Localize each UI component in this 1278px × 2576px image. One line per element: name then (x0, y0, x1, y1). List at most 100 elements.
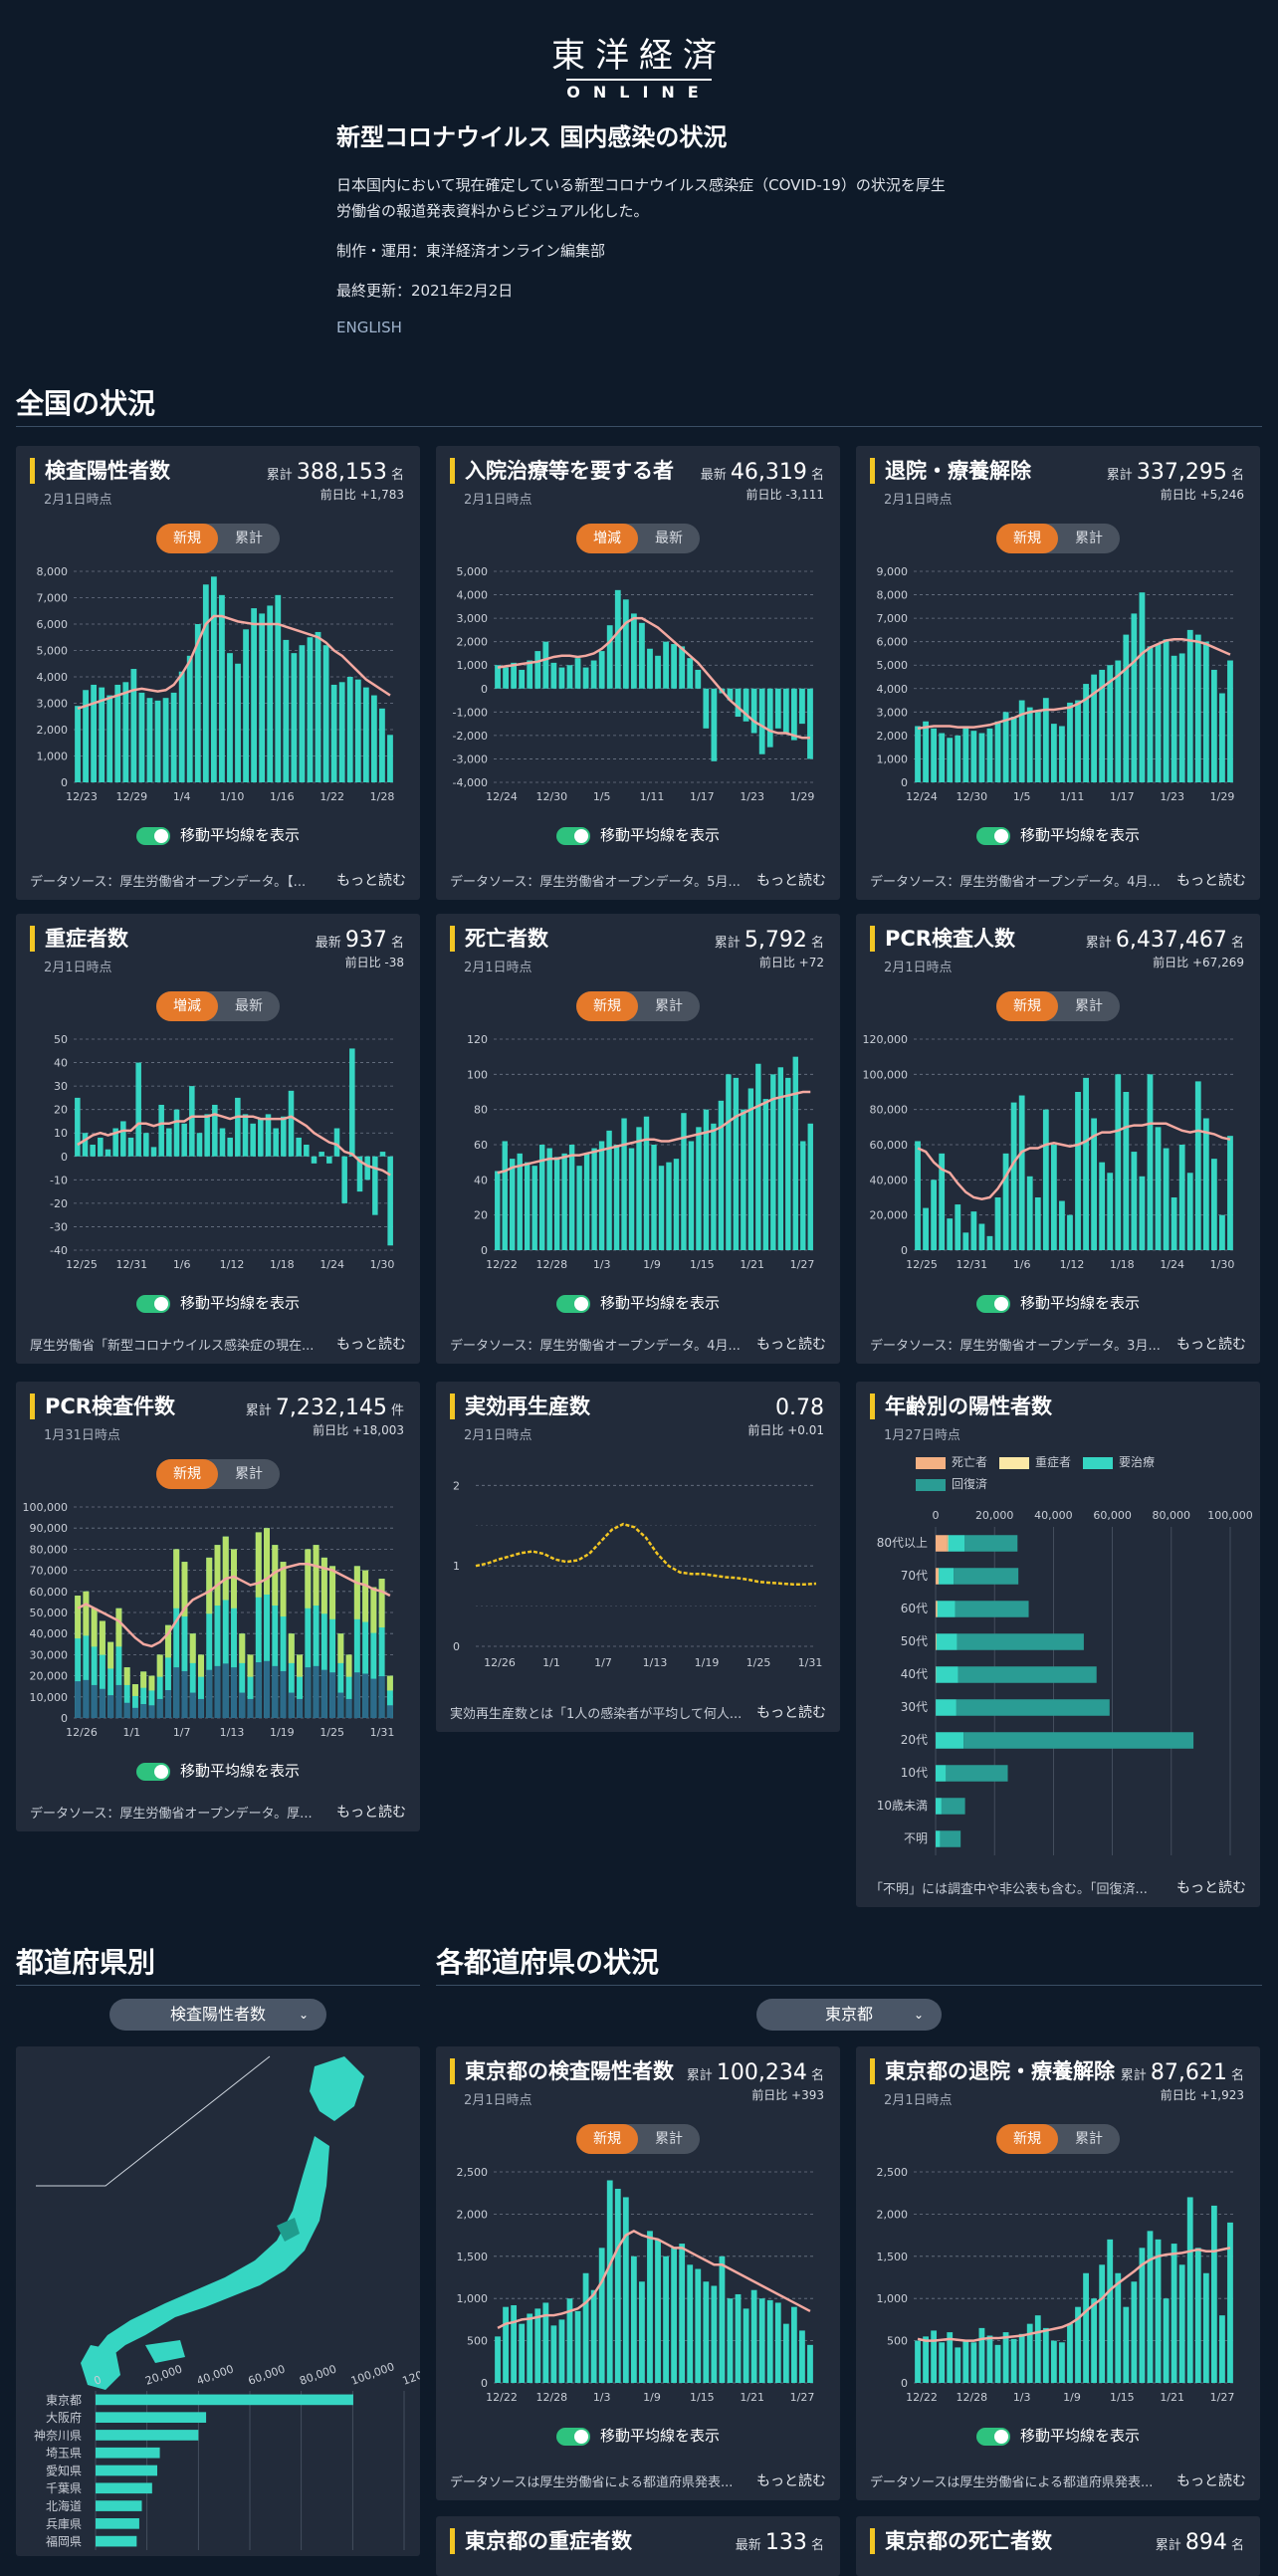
read-more-link[interactable]: もっと読む (336, 1334, 406, 1354)
mode-toggle-option[interactable]: 累計 (218, 524, 280, 553)
mode-toggle-option[interactable]: 最新 (218, 991, 280, 1021)
mode-toggle[interactable]: 新規累計 (996, 2124, 1120, 2154)
card-total: 累計 87,621 名 (1121, 2060, 1244, 2085)
moving-average-toggle[interactable]: 移動平均線を表示 (16, 1760, 420, 1781)
card-diff: 前日比 +72 (759, 954, 824, 970)
mode-toggle-option[interactable]: 新規 (156, 1459, 218, 1489)
total-label: 累計 (1121, 2068, 1147, 2083)
read-more-link[interactable]: もっと読む (756, 870, 826, 890)
moving-average-toggle[interactable]: 移動平均線を表示 (436, 1292, 840, 1313)
mode-toggle-option[interactable]: 累計 (218, 1459, 280, 1489)
read-more-link[interactable]: もっと読む (1176, 1334, 1246, 1354)
y-tick-label: 6,000 (37, 618, 69, 631)
moving-average-toggle[interactable]: 移動平均線を表示 (16, 1292, 420, 1313)
x-tick-label: 1/22 (320, 790, 344, 803)
bar-segment (936, 1830, 940, 1847)
switch-icon[interactable] (136, 1295, 170, 1313)
english-link[interactable]: ENGLISH (336, 319, 402, 336)
switch-icon[interactable] (556, 1295, 590, 1313)
mode-toggle-option[interactable]: 累計 (638, 991, 700, 1021)
switch-icon[interactable] (976, 1295, 1010, 1313)
mode-toggle[interactable]: 新規累計 (576, 2124, 700, 2154)
moving-average-toggle[interactable]: 移動平均線を表示 (16, 824, 420, 845)
mode-toggle-option[interactable]: 累計 (1058, 524, 1120, 553)
mode-toggle-option[interactable]: 新規 (576, 991, 638, 1021)
legend-item[interactable]: 要治療 (1083, 1451, 1155, 1473)
moving-average-toggle[interactable]: 移動平均線を表示 (856, 824, 1260, 845)
bar (744, 2308, 749, 2383)
mode-toggle[interactable]: 増減最新 (576, 524, 700, 553)
bar-segment (206, 1558, 212, 1613)
mode-toggle[interactable]: 新規累計 (996, 524, 1120, 553)
moving-average-toggle[interactable]: 移動平均線を表示 (436, 824, 840, 845)
mode-toggle-option[interactable]: 新規 (996, 2124, 1058, 2154)
mode-toggle-option[interactable]: 累計 (1058, 2124, 1120, 2154)
bar-segment (198, 1654, 204, 1676)
mode-toggle-option[interactable]: 新規 (996, 524, 1058, 553)
switch-icon[interactable] (976, 2428, 1010, 2446)
y-tick-label: 1,000 (877, 2292, 909, 2305)
mode-toggle[interactable]: 新規累計 (576, 991, 700, 1021)
bar (1140, 1177, 1146, 1250)
bar (250, 1124, 256, 1157)
prefecture-metric-select[interactable]: 検査陽性者数⌄ (109, 1999, 326, 2031)
legend-swatch (916, 1479, 946, 1491)
y-tick-label: 0 (481, 2377, 488, 2390)
bar-segment (248, 1699, 254, 1718)
mode-toggle[interactable]: 新規累計 (996, 991, 1120, 1021)
switch-icon[interactable] (556, 827, 590, 845)
moving-average-toggle[interactable]: 移動平均線を表示 (856, 1292, 1260, 1313)
intro: 新型コロナウイルス 国内感染の状況 日本国内において現在確定している新型コロナウ… (336, 117, 954, 336)
read-more-link[interactable]: もっと読む (336, 1802, 406, 1822)
bar (599, 1141, 604, 1250)
mode-toggle-option[interactable]: 累計 (638, 2124, 700, 2154)
x-tick-label: 1/17 (690, 790, 715, 803)
bar (187, 656, 193, 782)
moving-average-toggle[interactable]: 移動平均線を表示 (436, 2425, 840, 2446)
mode-toggle-option[interactable]: 最新 (638, 524, 700, 553)
legend-item[interactable]: 回復済 (916, 1473, 987, 1495)
read-more-link[interactable]: もっと読む (1176, 870, 1246, 890)
bar (114, 685, 120, 782)
prefecture-state-select[interactable]: 東京都⌄ (756, 1999, 942, 2031)
card-date: 2月1日時点 (884, 2089, 953, 2108)
credit: 制作・運用：東洋経済オンライン編集部 (336, 238, 954, 264)
switch-icon[interactable] (136, 827, 170, 845)
switch-icon[interactable] (976, 827, 1010, 845)
x-tick-label: 60,000 (1093, 1509, 1132, 1522)
read-more-link[interactable]: もっと読む (756, 2470, 826, 2490)
mode-toggle-option[interactable]: 増減 (156, 991, 218, 1021)
y-tick-label: 70,000 (30, 1565, 69, 1578)
mode-toggle[interactable]: 新規累計 (156, 524, 280, 553)
mode-toggle-option[interactable]: 新規 (996, 991, 1058, 1021)
bar (75, 1098, 81, 1157)
mode-toggle[interactable]: 新規累計 (156, 1459, 280, 1489)
read-more-link[interactable]: もっと読む (756, 1334, 826, 1354)
legend-item[interactable]: 重症者 (999, 1451, 1071, 1473)
mode-toggle-option[interactable]: 累計 (1058, 991, 1120, 1021)
switch-icon[interactable] (136, 1763, 170, 1781)
bar (204, 1114, 210, 1156)
bar (281, 1117, 287, 1157)
read-more-link[interactable]: もっと読む (1176, 1877, 1246, 1897)
legend-item[interactable]: 死亡者 (916, 1451, 987, 1473)
bar (970, 731, 976, 782)
read-more-link[interactable]: もっと読む (336, 870, 406, 890)
y-tick-label: 30,000 (30, 1648, 69, 1661)
mode-toggle[interactable]: 増減最新 (156, 991, 280, 1021)
bar (629, 1149, 634, 1250)
moving-average-toggle[interactable]: 移動平均線を表示 (856, 2425, 1260, 2446)
y-tick-label: 500 (467, 2335, 488, 2348)
bar (575, 658, 581, 689)
read-more-link[interactable]: もっと読む (1176, 2470, 1246, 2490)
bar (212, 1105, 218, 1157)
bar (995, 2345, 1001, 2383)
mode-toggle-option[interactable]: 新規 (576, 2124, 638, 2154)
bar (1027, 1177, 1033, 1250)
read-more-link[interactable]: もっと読む (756, 1702, 826, 1722)
switch-icon[interactable] (556, 2428, 590, 2446)
site-logo[interactable]: 東洋経済 ONLINE (0, 28, 1278, 102)
y-tick-label: 8,000 (37, 565, 69, 578)
mode-toggle-option[interactable]: 増減 (576, 524, 638, 553)
mode-toggle-option[interactable]: 新規 (156, 524, 218, 553)
